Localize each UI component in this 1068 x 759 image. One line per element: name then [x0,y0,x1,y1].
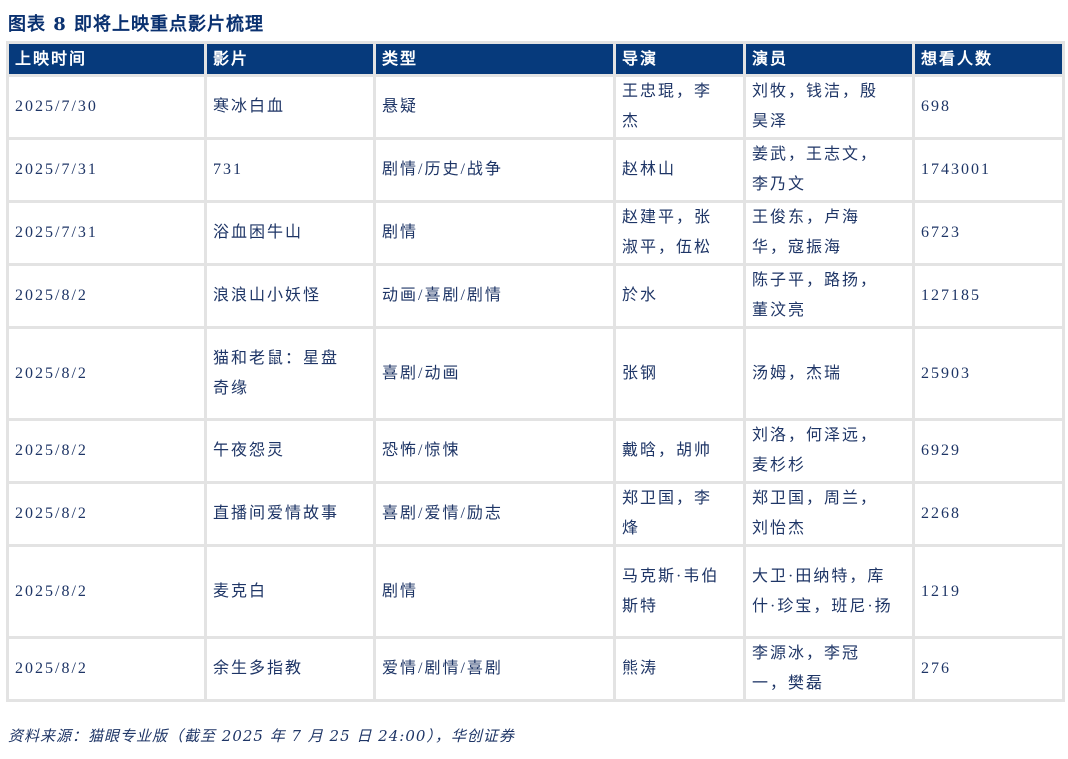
cell-release-date: 2025/8/2 [6,636,207,702]
cell-director: 张钢 [613,326,746,421]
cell-release-date: 2025/7/30 [6,74,207,140]
cell-cast: 大卫·田纳特，库什·珍宝，班尼·扬 [743,544,915,639]
cell-director: 赵林山 [613,137,746,203]
table-row: 2025/8/2 猫和老鼠：星盘奇缘 喜剧/动画 张钢 汤姆，杰瑞 25903 [6,326,1065,421]
cell-want-to-see: 6723 [912,200,1065,266]
header-film: 影片 [204,41,376,77]
header-release-date: 上映时间 [6,41,207,77]
cell-release-date: 2025/8/2 [6,418,207,484]
cell-cast: 汤姆，杰瑞 [743,326,915,421]
cell-want-to-see: 1219 [912,544,1065,639]
cell-genre: 喜剧/动画 [373,326,616,421]
cell-film: 寒冰白血 [204,74,376,140]
cell-genre: 剧情/历史/战争 [373,137,616,203]
cell-release-date: 2025/8/2 [6,263,207,329]
header-cast: 演员 [743,41,915,77]
cell-release-date: 2025/7/31 [6,137,207,203]
upcoming-films-table: 上映时间 影片 类型 导演 演员 想看人数 2025/7/30 寒冰白血 悬疑 王忠琨… [6,41,1065,702]
cell-director: 郑卫国，李烽 [613,481,746,547]
cell-cast: 刘洛，何泽远，麦杉杉 [743,418,915,484]
cell-film: 浴血困牛山 [204,200,376,266]
table-row: 2025/7/31 浴血困牛山 剧情 赵建平，张淑平，伍松 王俊东，卢海华，寇振海 672… [6,200,1065,266]
cell-want-to-see: 698 [912,74,1065,140]
cell-genre: 悬疑 [373,74,616,140]
cell-cast: 陈子平，路扬，董汶亮 [743,263,915,329]
cell-cast: 王俊东，卢海华，寇振海 [743,200,915,266]
cell-release-date: 2025/8/2 [6,544,207,639]
table-row: 2025/8/2 余生多指教 爱情/剧情/喜剧 熊涛 李源冰，李冠一，樊磊 276 [6,636,1065,702]
cell-film: 余生多指教 [204,636,376,702]
cell-genre: 剧情 [373,200,616,266]
cell-release-date: 2025/7/31 [6,200,207,266]
cell-want-to-see: 2268 [912,481,1065,547]
cell-genre: 剧情 [373,544,616,639]
cell-director: 於水 [613,263,746,329]
header-director: 导演 [613,41,746,77]
table-row: 2025/8/2 直播间爱情故事 喜剧/爱情/励志 郑卫国，李烽 郑卫国，周兰，刘怡杰 2… [6,481,1065,547]
cell-release-date: 2025/8/2 [6,481,207,547]
cell-cast: 姜武，王志文，李乃文 [743,137,915,203]
figure-title: 图表 8 即将上映重点影片梳理 [8,14,265,35]
cell-genre: 喜剧/爱情/励志 [373,481,616,547]
cell-film: 731 [204,137,376,203]
cell-release-date: 2025/8/2 [6,326,207,421]
cell-film: 直播间爱情故事 [204,481,376,547]
cell-cast: 郑卫国，周兰，刘怡杰 [743,481,915,547]
cell-want-to-see: 6929 [912,418,1065,484]
cell-film: 浪浪山小妖怪 [204,263,376,329]
cell-director: 戴晗，胡帅 [613,418,746,484]
cell-want-to-see: 25903 [912,326,1065,421]
table-row: 2025/8/2 午夜怨灵 恐怖/惊悚 戴晗，胡帅 刘洛，何泽远，麦杉杉 6929 [6,418,1065,484]
table-row: 2025/7/30 寒冰白血 悬疑 王忠琨，李杰 刘牧，钱洁，殷昊泽 698 [6,74,1065,140]
cell-genre: 动画/喜剧/剧情 [373,263,616,329]
table-row: 2025/7/31 731 剧情/历史/战争 赵林山 姜武，王志文，李乃文 1743001 [6,137,1065,203]
cell-director: 赵建平，张淑平，伍松 [613,200,746,266]
cell-film: 麦克白 [204,544,376,639]
cell-want-to-see: 1743001 [912,137,1065,203]
cell-genre: 爱情/剧情/喜剧 [373,636,616,702]
cell-film: 午夜怨灵 [204,418,376,484]
cell-cast: 李源冰，李冠一，樊磊 [743,636,915,702]
cell-cast: 刘牧，钱洁，殷昊泽 [743,74,915,140]
source-note: 资料来源：猫眼专业版（截至 2025 年 7 月 25 日 24:00），华创证… [8,727,515,745]
cell-want-to-see: 127185 [912,263,1065,329]
table-header-row: 上映时间 影片 类型 导演 演员 想看人数 [6,41,1065,77]
cell-film: 猫和老鼠：星盘奇缘 [204,326,376,421]
table-row: 2025/8/2 麦克白 剧情 马克斯·韦伯斯特 大卫·田纳特，库什·珍宝，班尼·扬 12… [6,544,1065,639]
header-want-to-see: 想看人数 [912,41,1065,77]
header-genre: 类型 [373,41,616,77]
cell-want-to-see: 276 [912,636,1065,702]
cell-director: 熊涛 [613,636,746,702]
cell-director: 马克斯·韦伯斯特 [613,544,746,639]
table-row: 2025/8/2 浪浪山小妖怪 动画/喜剧/剧情 於水 陈子平，路扬，董汶亮 127185 [6,263,1065,329]
cell-genre: 恐怖/惊悚 [373,418,616,484]
cell-director: 王忠琨，李杰 [613,74,746,140]
